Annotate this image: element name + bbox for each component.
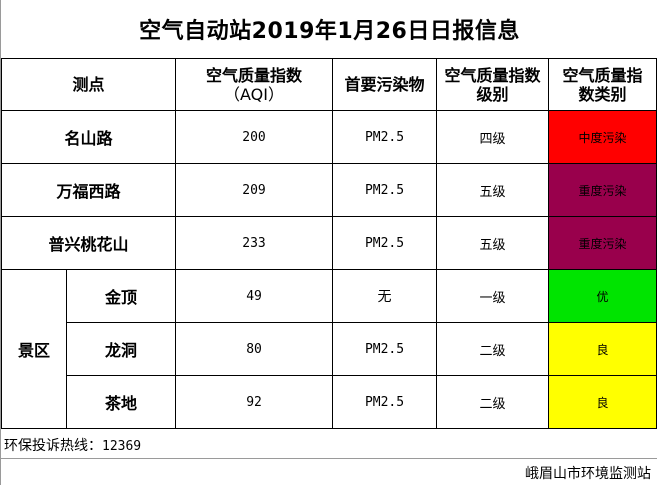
header-level-line2: 级别 (476, 84, 509, 104)
station-name: 茶地 (65, 375, 177, 429)
table-row: 景区 金顶 49 无 一级 优 (1, 269, 657, 429)
table-row: 龙洞 80 PM2.5 二级 良 (2, 322, 657, 376)
table-row: 茶地 92 PM2.5 二级 良 (2, 375, 657, 429)
station-name: 名山路 (0, 110, 177, 164)
primary-pollutant: PM2.5 (332, 322, 438, 376)
aqi-level: 一级 (436, 269, 550, 323)
footer-divider (1, 458, 657, 459)
aqi-level: 五级 (436, 216, 550, 270)
header-level-line1: 空气质量指数 (444, 65, 541, 85)
table-row: 万福西路 209 PM2.5 五级 重度污染 (0, 163, 657, 217)
aqi-category: 良 (548, 375, 657, 429)
aqi-level: 四级 (436, 110, 550, 164)
primary-pollutant: PM2.5 (332, 216, 438, 270)
aqi-value: 200 (175, 110, 334, 164)
table-row: 名山路 200 PM2.5 四级 中度污染 (0, 110, 657, 164)
hotline-label: 环保投诉热线： (4, 438, 102, 454)
table-header-row: 测点 空气质量指数 （AQI） 首要污染物 空气质量指数 级别 空气质量指 数类… (0, 58, 657, 111)
aqi-category: 优 (548, 269, 657, 323)
aqi-level: 二级 (436, 375, 550, 429)
aqi-category: 中度污染 (548, 110, 657, 164)
header-category-line2: 数类别 (578, 84, 627, 104)
aqi-category: 重度污染 (548, 216, 657, 270)
header-aqi-line1: 空气质量指数 (206, 65, 303, 85)
report-title: 空气自动站2019年1月26日日报信息 (139, 19, 520, 44)
publisher-name: 峨眉山市环境监测站 (525, 466, 651, 482)
hotline-number: 12369 (102, 439, 142, 454)
scenic-zone-label: 景区 (1, 269, 67, 429)
header-pollutant: 首要污染物 (332, 58, 438, 111)
header-station: 测点 (0, 58, 177, 111)
header-aqi-line2: （AQI） (224, 84, 284, 104)
header-category: 空气质量指 数类别 (548, 58, 657, 111)
station-name: 万福西路 (0, 163, 177, 217)
primary-pollutant: PM2.5 (332, 110, 438, 164)
aqi-level: 五级 (436, 163, 550, 217)
aqi-level: 二级 (436, 322, 550, 376)
station-name: 龙洞 (65, 322, 177, 376)
table-row: 普兴桃花山 233 PM2.5 五级 重度污染 (0, 216, 657, 270)
aqi-table: 测点 空气质量指数 （AQI） 首要污染物 空气质量指数 级别 空气质量指 数类… (0, 58, 657, 429)
header-level: 空气质量指数 级别 (436, 58, 550, 111)
aqi-category: 重度污染 (548, 163, 657, 217)
aqi-value: 92 (175, 375, 334, 429)
primary-pollutant: PM2.5 (332, 163, 438, 217)
aqi-value: 80 (175, 322, 334, 376)
aqi-value: 209 (175, 163, 334, 217)
station-name: 金顶 (65, 269, 177, 323)
aqi-value: 49 (175, 269, 334, 323)
aqi-value: 233 (175, 216, 334, 270)
primary-pollutant: PM2.5 (332, 375, 438, 429)
station-name: 普兴桃花山 (0, 216, 177, 270)
header-category-line1: 空气质量指 (562, 65, 643, 85)
primary-pollutant: 无 (332, 269, 438, 323)
complaint-hotline: 环保投诉热线：12369 (4, 435, 141, 455)
header-aqi: 空气质量指数 （AQI） (175, 58, 334, 111)
aqi-category: 良 (548, 322, 657, 376)
